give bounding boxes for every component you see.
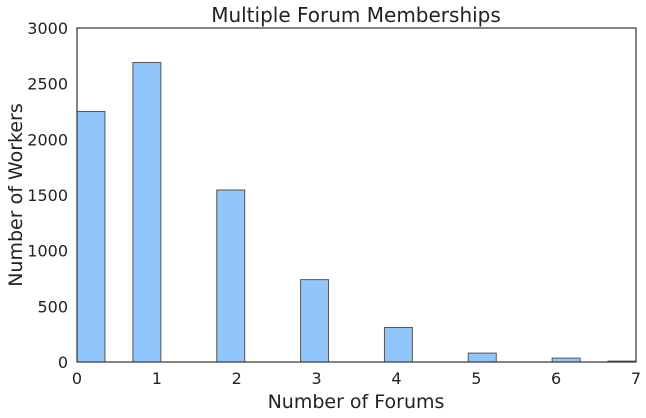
x-tick-label: 6 (551, 369, 561, 388)
histogram-bar-1 (132, 62, 162, 363)
histogram-bar-5 (467, 352, 497, 363)
histogram-bar-2 (216, 189, 246, 363)
chart-title: Multiple Forum Memberships (211, 3, 501, 27)
y-tick-label: 2000 (27, 130, 68, 149)
y-axis-label: Number of Workers (5, 103, 27, 287)
x-tick-label: 2 (232, 369, 242, 388)
x-tick-label: 4 (391, 369, 401, 388)
histogram-bar-3 (300, 279, 330, 363)
histogram-bar-4 (383, 326, 413, 363)
y-tick-label: 0 (58, 353, 68, 372)
x-tick-labels: 0 1 2 3 4 5 6 7 (72, 369, 641, 388)
x-tick-label: 0 (72, 369, 82, 388)
y-tick-label: 1500 (27, 186, 68, 205)
plot-frame (76, 27, 637, 363)
y-tick-label: 3000 (27, 19, 68, 38)
y-tick-label: 2500 (27, 75, 68, 94)
x-tick-label: 3 (311, 369, 321, 388)
x-axis-label: Number of Forums (268, 391, 445, 413)
y-tick-labels: 0 500 1000 1500 2000 2500 3000 (27, 19, 68, 372)
histogram-bar-0 (76, 111, 106, 363)
y-tick-label: 1000 (27, 242, 68, 261)
y-tick-label: 500 (37, 297, 68, 316)
x-tick-label: 1 (152, 369, 162, 388)
bars-group (76, 62, 637, 363)
x-tick-label: 7 (631, 369, 641, 388)
x-tick-label: 5 (471, 369, 481, 388)
